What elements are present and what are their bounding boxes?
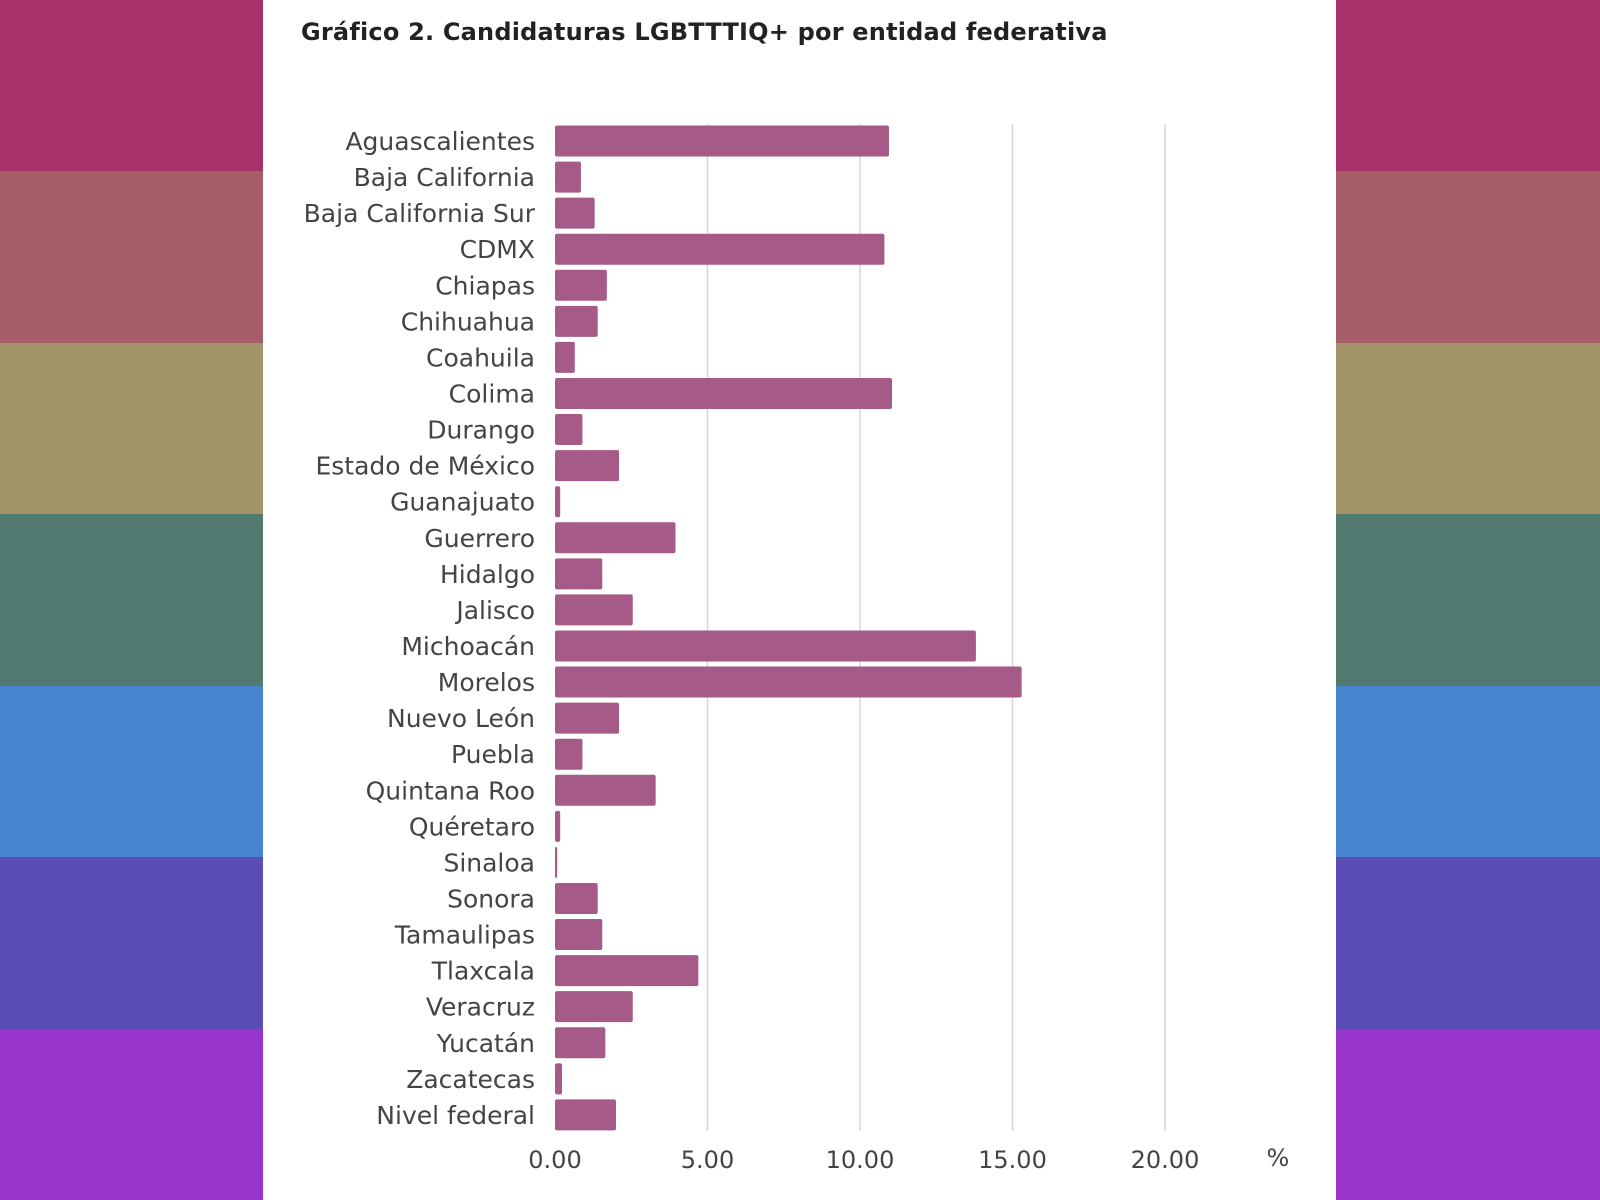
category-label: Tamaulipas xyxy=(394,921,535,950)
bar xyxy=(555,991,633,1023)
bar xyxy=(555,919,603,951)
bar xyxy=(555,774,656,806)
bar xyxy=(555,846,558,878)
x-tick-label: 0.00 xyxy=(528,1146,581,1174)
category-label: Guerrero xyxy=(424,524,535,553)
bar xyxy=(555,197,595,229)
bar xyxy=(555,125,889,157)
stripe xyxy=(1336,685,1600,858)
bar xyxy=(555,377,893,409)
category-label: Michoacán xyxy=(401,632,535,661)
bar-chart: 0.00 5.00 10.00 15.00 20.00 % Aguascalientes Ba… xyxy=(304,124,1289,1174)
stripe xyxy=(0,685,263,858)
category-label: Sonora xyxy=(447,884,535,913)
category-label: Quéretaro xyxy=(409,812,535,841)
bar xyxy=(555,161,581,193)
rainbow-stripes-left xyxy=(0,0,263,1200)
stripe xyxy=(0,514,263,686)
x-tick-label: 15.00 xyxy=(978,1146,1047,1174)
stripe xyxy=(0,857,263,1029)
bar xyxy=(555,738,583,770)
bar xyxy=(555,305,598,337)
bar xyxy=(555,1099,616,1131)
bar xyxy=(555,810,561,842)
stripe xyxy=(1336,0,1600,172)
bar xyxy=(555,414,583,446)
bar xyxy=(555,450,620,482)
bar xyxy=(555,558,603,590)
category-label: Estado de México xyxy=(315,452,535,481)
category-label: Coahuila xyxy=(426,343,535,372)
rainbow-stripes-right xyxy=(1336,0,1600,1200)
category-label: Chiapas xyxy=(435,271,535,300)
category-label: Quintana Roo xyxy=(366,776,535,805)
x-tick-label: 10.00 xyxy=(826,1146,895,1174)
bar xyxy=(555,486,561,518)
x-axis-unit: % xyxy=(1266,1144,1289,1172)
category-label: Zacatecas xyxy=(406,1065,535,1094)
category-label: Tlaxcala xyxy=(431,957,535,986)
category-label: Veracruz xyxy=(426,993,535,1022)
category-label: Aguascalientes xyxy=(345,127,535,156)
category-label: Hidalgo xyxy=(440,560,535,589)
stripe xyxy=(1336,171,1600,343)
stripe xyxy=(1336,514,1600,686)
chart-panel: Gráfico 2. Candidaturas LGBTTTIQ+ por en… xyxy=(263,0,1336,1200)
category-label: Sinaloa xyxy=(443,848,535,877)
category-label: Colima xyxy=(449,379,535,408)
category-label: Yucatán xyxy=(436,1029,535,1058)
category-label: Guanajuato xyxy=(390,488,535,517)
bar xyxy=(555,1027,606,1059)
stripe xyxy=(1336,342,1600,515)
category-label: Baja California Sur xyxy=(304,199,536,228)
category-label: Chihuahua xyxy=(401,307,535,336)
x-tick-label: 5.00 xyxy=(681,1146,734,1174)
bar xyxy=(555,666,1022,698)
bar xyxy=(555,882,598,914)
bar xyxy=(555,269,607,301)
chart-title: Gráfico 2. Candidaturas LGBTTTIQ+ por en… xyxy=(301,18,1108,46)
bar xyxy=(555,594,633,626)
bar xyxy=(555,1063,563,1095)
bar xyxy=(555,955,699,987)
bar xyxy=(555,702,620,734)
stripe xyxy=(0,342,263,515)
stripe xyxy=(1336,857,1600,1029)
category-label: Nuevo León xyxy=(387,704,535,733)
stripe xyxy=(1336,1028,1600,1200)
category-label: Morelos xyxy=(438,668,535,697)
category-label: Nivel federal xyxy=(376,1101,535,1130)
stripe xyxy=(0,171,263,343)
stripe xyxy=(0,1028,263,1200)
bar xyxy=(555,522,676,554)
category-label: CDMX xyxy=(460,235,535,264)
stripe xyxy=(0,0,263,172)
category-label: Jalisco xyxy=(454,596,535,625)
category-label: Durango xyxy=(427,416,535,445)
x-tick-label: 20.00 xyxy=(1131,1146,1200,1174)
category-label: Baja California xyxy=(354,163,535,192)
bar xyxy=(555,233,885,265)
bar xyxy=(555,341,575,373)
category-label: Puebla xyxy=(451,740,535,769)
bar xyxy=(555,630,976,662)
